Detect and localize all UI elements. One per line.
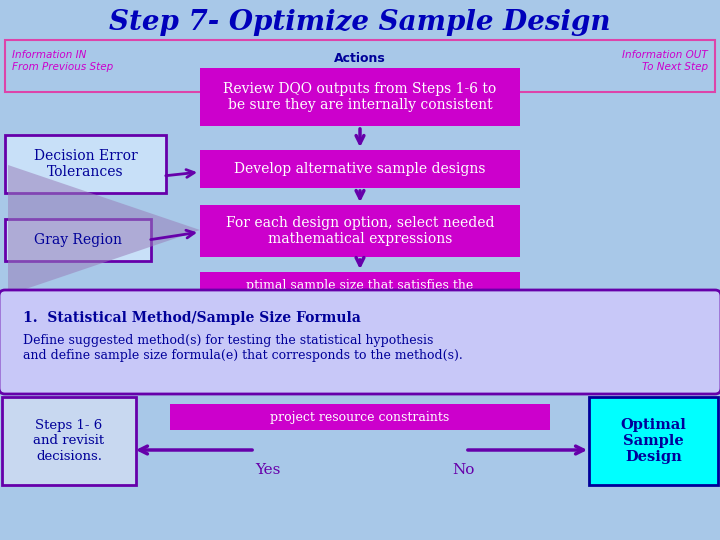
Text: Decision Error
Tolerances: Decision Error Tolerances <box>34 149 138 179</box>
Text: Define suggested method(s) for testing the statistical hypothesis
and define sam: Define suggested method(s) for testing t… <box>23 334 463 362</box>
FancyBboxPatch shape <box>200 150 520 188</box>
Text: No: No <box>452 463 474 477</box>
FancyBboxPatch shape <box>200 68 520 126</box>
Text: Information OUT: Information OUT <box>622 50 708 60</box>
Polygon shape <box>8 165 200 295</box>
FancyBboxPatch shape <box>200 272 520 298</box>
FancyBboxPatch shape <box>200 205 520 257</box>
Text: 1.  Statistical Method/Sample Size Formula: 1. Statistical Method/Sample Size Formul… <box>23 311 361 325</box>
Text: Optimal
Sample
Design: Optimal Sample Design <box>621 418 686 464</box>
FancyBboxPatch shape <box>170 404 550 430</box>
Text: Review DQO outputs from Steps 1-6 to
be sure they are internally consistent: Review DQO outputs from Steps 1-6 to be … <box>223 82 497 112</box>
Text: Steps 1- 6
and revisit
decisions.: Steps 1- 6 and revisit decisions. <box>33 420 104 462</box>
Text: For each design option, select needed
mathematical expressions: For each design option, select needed ma… <box>226 216 494 246</box>
Text: Gray Region: Gray Region <box>34 233 122 247</box>
FancyBboxPatch shape <box>2 397 136 485</box>
Text: To Next Step: To Next Step <box>642 62 708 72</box>
Text: Actions: Actions <box>334 52 386 65</box>
FancyBboxPatch shape <box>5 219 151 261</box>
Text: Yes: Yes <box>256 463 281 477</box>
Text: project resource constraints: project resource constraints <box>271 410 449 423</box>
Text: ptimal sample size that satisfies the: ptimal sample size that satisfies the <box>246 279 474 292</box>
Text: Develop alternative sample designs: Develop alternative sample designs <box>234 162 486 176</box>
Text: Step 7- Optimize Sample Design: Step 7- Optimize Sample Design <box>109 9 611 36</box>
FancyBboxPatch shape <box>0 290 720 394</box>
Text: From Previous Step: From Previous Step <box>12 62 113 72</box>
FancyBboxPatch shape <box>5 135 166 193</box>
Text: Information IN: Information IN <box>12 50 86 60</box>
FancyBboxPatch shape <box>589 397 718 485</box>
